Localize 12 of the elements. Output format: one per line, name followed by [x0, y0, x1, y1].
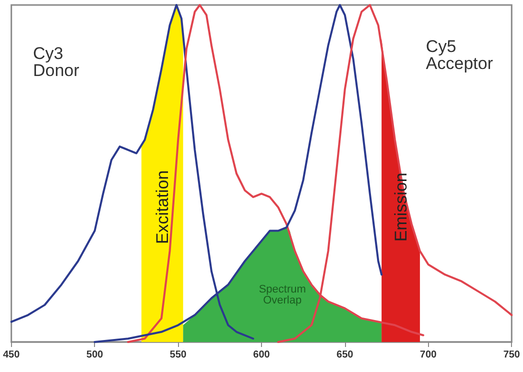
x-tick-label: 750 — [503, 350, 520, 360]
annotation: Cy5 Acceptor — [426, 37, 494, 73]
x-tick-label: 450 — [3, 350, 20, 360]
x-tick-label: 700 — [420, 350, 438, 360]
annotation: Cy3 Donor — [33, 44, 80, 80]
x-tick-label: 550 — [170, 350, 187, 360]
series-label: Spectrum Overlap — [258, 283, 306, 306]
series-label: Emission — [391, 172, 410, 242]
series-label: Excitation — [152, 170, 172, 244]
x-tick-label: 600 — [253, 350, 270, 360]
x-tick-label: 650 — [336, 350, 354, 360]
x-tick-label: 500 — [86, 350, 104, 360]
